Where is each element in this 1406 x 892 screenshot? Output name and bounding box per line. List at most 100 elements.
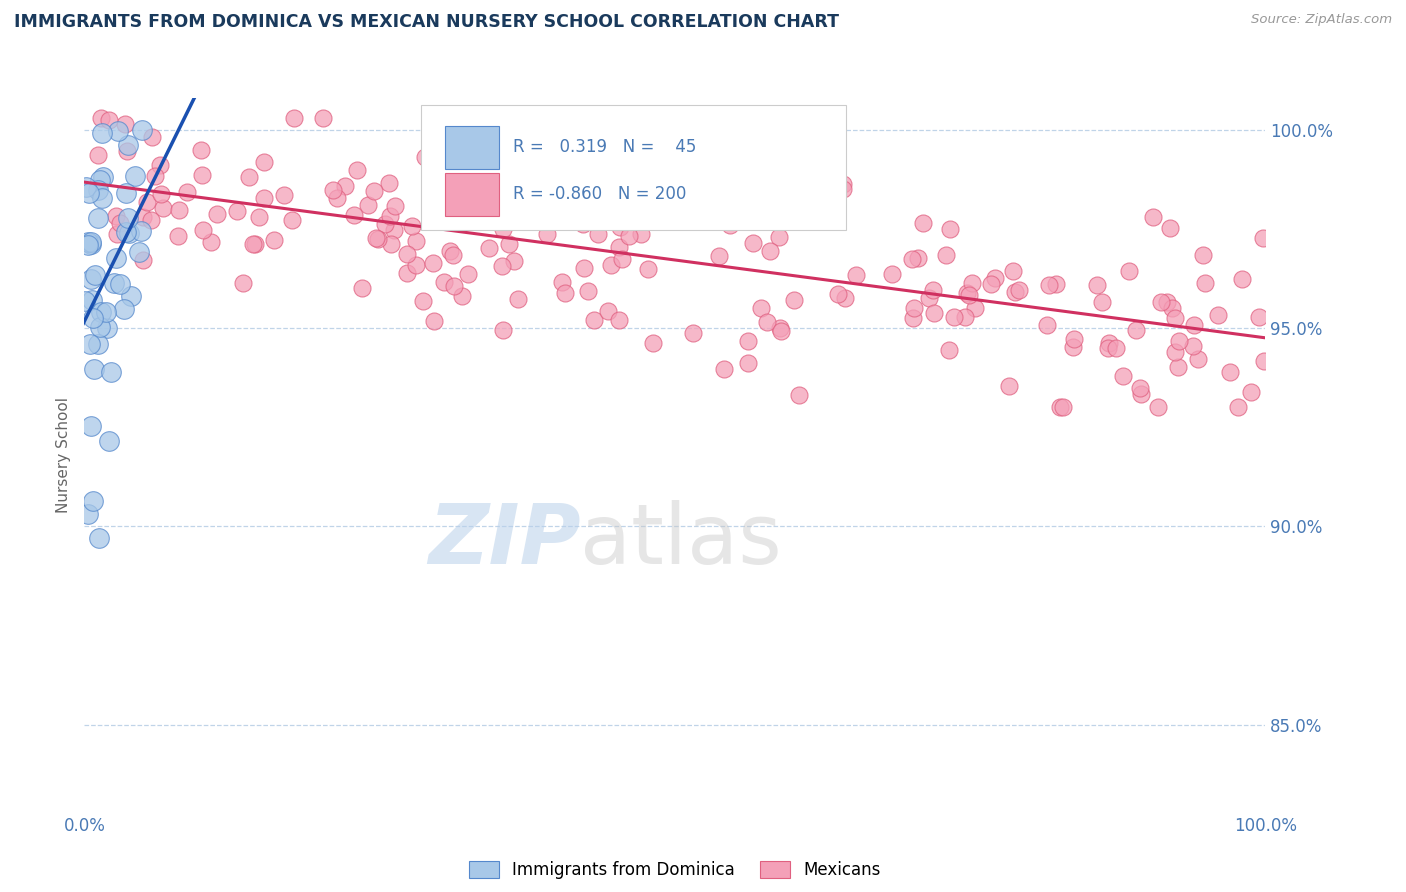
Point	[572, 149, 595, 163]
Point	[1085, 277, 1108, 292]
Point	[396, 266, 419, 280]
Point	[363, 184, 385, 198]
Point	[491, 259, 513, 273]
Point	[911, 216, 934, 230]
Point	[554, 286, 576, 301]
Point	[1036, 318, 1059, 333]
Point	[149, 158, 172, 172]
Point	[79, 336, 101, 351]
Point	[80, 293, 103, 307]
Point	[903, 301, 925, 316]
Point	[831, 178, 853, 192]
Point	[441, 210, 464, 224]
Point	[1182, 318, 1205, 333]
Point	[118, 226, 141, 240]
Point	[922, 306, 945, 320]
Point	[87, 337, 110, 351]
Point	[422, 256, 444, 270]
Point	[458, 211, 481, 226]
Point	[90, 111, 112, 125]
Point	[105, 209, 128, 223]
Point	[114, 117, 136, 131]
Point	[1091, 295, 1114, 310]
Point	[82, 311, 104, 326]
Point	[129, 223, 152, 237]
Point	[956, 286, 979, 301]
Point	[200, 235, 222, 249]
Point	[984, 271, 1007, 285]
Point	[1142, 211, 1164, 225]
Point	[450, 288, 472, 302]
Point	[1052, 401, 1074, 415]
Text: IMMIGRANTS FROM DOMINICA VS MEXICAN NURSERY SCHOOL CORRELATION CHART: IMMIGRANTS FROM DOMINICA VS MEXICAN NURS…	[14, 13, 839, 31]
Point	[124, 169, 146, 183]
Point	[827, 287, 849, 301]
Point	[1130, 387, 1153, 401]
Point	[281, 213, 304, 227]
Point	[787, 388, 810, 402]
Point	[1219, 365, 1241, 379]
Point	[366, 231, 388, 245]
Point	[1002, 264, 1025, 278]
Point	[83, 361, 105, 376]
Point	[935, 248, 957, 262]
Point	[711, 202, 734, 216]
Point	[503, 253, 526, 268]
Point	[115, 145, 138, 159]
Legend: Immigrants from Dominica, Mexicans: Immigrants from Dominica, Mexicans	[463, 854, 887, 886]
Point	[630, 227, 652, 242]
Point	[87, 183, 110, 197]
Point	[405, 258, 427, 272]
Point	[253, 154, 276, 169]
Point	[609, 194, 631, 208]
Point	[238, 170, 260, 185]
Point	[439, 244, 461, 259]
Point	[93, 170, 115, 185]
Point	[110, 277, 132, 291]
Point	[176, 185, 198, 199]
Point	[1227, 401, 1250, 415]
Point	[143, 169, 166, 183]
Point	[357, 197, 380, 211]
Point	[759, 244, 782, 259]
Point	[1160, 301, 1182, 316]
Point	[609, 219, 631, 234]
Point	[149, 187, 172, 202]
Point	[963, 301, 986, 315]
Point	[167, 228, 190, 243]
Point	[1098, 336, 1121, 351]
Point	[80, 237, 103, 252]
Point	[1164, 344, 1187, 359]
Point	[283, 111, 305, 125]
Point	[718, 218, 741, 232]
Point	[922, 283, 945, 297]
Point	[350, 281, 373, 295]
Point	[433, 275, 456, 289]
FancyBboxPatch shape	[444, 173, 499, 216]
Point	[107, 124, 129, 138]
Point	[465, 183, 488, 197]
Point	[794, 199, 817, 213]
Point	[89, 319, 111, 334]
Point	[599, 258, 621, 272]
Point	[91, 191, 114, 205]
Point	[382, 223, 405, 237]
Point	[1163, 311, 1185, 326]
Point	[1147, 401, 1170, 415]
Point	[76, 235, 98, 250]
Point	[769, 321, 792, 335]
Point	[87, 211, 110, 225]
Point	[596, 304, 619, 318]
Point	[1167, 359, 1189, 374]
Point	[87, 531, 110, 545]
Point	[120, 288, 142, 302]
Point	[1194, 277, 1216, 291]
Point	[1118, 264, 1140, 278]
Point	[520, 173, 543, 187]
Text: R = -0.860   N = 200: R = -0.860 N = 200	[513, 186, 686, 203]
Point	[619, 229, 641, 244]
Point	[87, 148, 110, 162]
Point	[232, 276, 254, 290]
Point	[90, 305, 112, 319]
Point	[768, 230, 790, 244]
